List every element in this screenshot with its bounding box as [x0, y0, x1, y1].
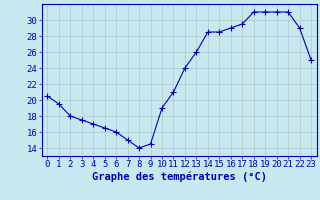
- X-axis label: Graphe des températures (°C): Graphe des températures (°C): [92, 172, 267, 182]
